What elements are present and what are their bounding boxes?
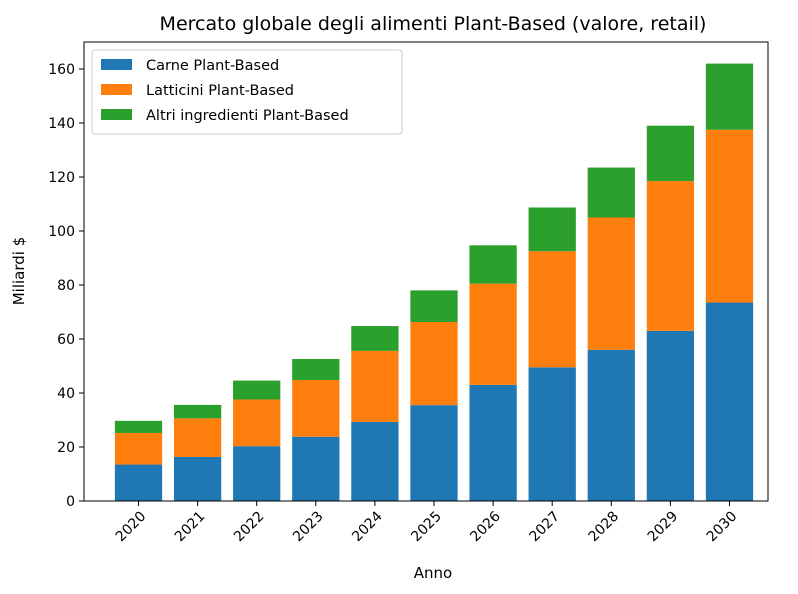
bar-2020-series-3 <box>114 420 163 433</box>
x-tick-label: 2025 <box>408 509 445 546</box>
x-tick-label: 2029 <box>645 509 682 546</box>
bar-2021-series-2 <box>173 418 222 457</box>
bar-2030-series-3 <box>705 63 754 130</box>
legend-swatch-3 <box>101 109 132 120</box>
bar-2029-series-2 <box>646 181 695 331</box>
bar-2023-series-2 <box>292 380 340 437</box>
bar-2028-series-3 <box>587 167 635 218</box>
bar-2026-series-2 <box>469 283 517 385</box>
bar-2030-series-1 <box>705 302 754 501</box>
bar-2023-series-1 <box>292 436 340 501</box>
bar-2020-series-1 <box>114 464 163 501</box>
bar-2026-series-3 <box>469 245 517 284</box>
x-tick-label: 2030 <box>704 509 741 546</box>
y-axis-label: Miliardi $ <box>10 237 28 306</box>
bar-2021-series-1 <box>173 456 222 501</box>
legend-label-1: Carne Plant-Based <box>146 58 279 74</box>
bar-2025-series-1 <box>410 405 458 501</box>
legend-label-3: Altri ingredienti Plant-Based <box>146 108 349 124</box>
bar-2023-series-3 <box>292 358 340 381</box>
bar-2027-series-2 <box>528 251 576 368</box>
x-axis: 2020 2021 2022 2023 2024 2025 2026 2027 2028 2029… <box>113 501 741 546</box>
y-tick-label: 80 <box>57 278 75 294</box>
y-axis: 0 20 40 60 80 100 120 140 160 <box>48 62 84 510</box>
x-axis-label: Anno <box>414 564 452 582</box>
bar-2024-series-2 <box>351 350 399 422</box>
legend-swatch-1 <box>101 59 132 70</box>
bar-2028-series-1 <box>587 349 635 501</box>
y-tick-label: 100 <box>48 224 75 240</box>
y-tick-label: 140 <box>48 116 75 132</box>
bar-2022-series-2 <box>233 399 281 447</box>
bar-2029-series-1 <box>646 330 695 501</box>
y-tick-label: 0 <box>66 494 75 510</box>
bar-2025-series-2 <box>410 321 458 406</box>
bar-2026-series-1 <box>469 384 517 501</box>
x-tick-label: 2027 <box>527 509 564 546</box>
y-tick-label: 60 <box>57 332 75 348</box>
bar-2027-series-1 <box>528 367 576 501</box>
y-tick-label: 160 <box>48 62 75 78</box>
bar-2027-series-3 <box>528 207 576 252</box>
x-tick-label: 2022 <box>231 509 268 546</box>
bar-2022-series-1 <box>233 446 281 501</box>
y-tick-label: 120 <box>48 170 75 186</box>
bar-2029-series-3 <box>646 125 695 182</box>
x-tick-label: 2028 <box>586 509 623 546</box>
bar-2024-series-1 <box>351 421 399 501</box>
legend-label-2: Latticini Plant-Based <box>146 83 294 99</box>
legend-box <box>91 49 403 135</box>
x-tick-label: 2021 <box>172 509 209 546</box>
x-tick-label: 2023 <box>290 509 327 546</box>
y-tick-label: 40 <box>57 386 75 402</box>
chart-title: Mercato globale degli alimenti Plant-Bas… <box>160 13 707 35</box>
legend-swatch-2 <box>101 84 132 95</box>
bar-2028-series-2 <box>587 217 635 350</box>
y-tick-label: 20 <box>57 440 75 456</box>
bar-2024-series-3 <box>351 326 399 351</box>
bar-2022-series-3 <box>233 380 281 400</box>
bars-group <box>114 63 754 501</box>
bar-2020-series-2 <box>114 432 163 465</box>
bar-2025-series-3 <box>410 290 458 322</box>
legend: Carne Plant-Based Latticini Plant-Based Al… <box>91 49 403 135</box>
plot-frame <box>83 41 769 502</box>
x-tick-label: 2024 <box>349 508 386 545</box>
x-tick-label: 2026 <box>467 508 504 545</box>
bar-2030-series-2 <box>705 129 754 303</box>
bar-2021-series-3 <box>173 404 222 419</box>
x-tick-label: 2020 <box>113 509 150 546</box>
